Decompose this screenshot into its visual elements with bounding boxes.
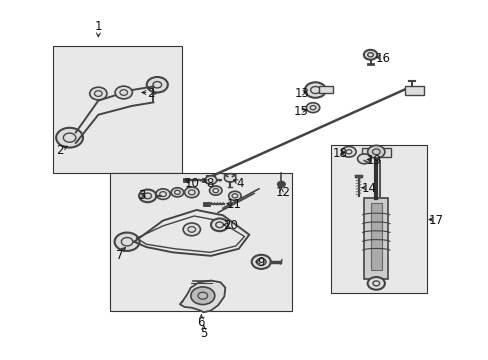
Text: 13: 13 <box>294 87 309 100</box>
Text: 11: 11 <box>226 198 241 211</box>
Circle shape <box>139 189 156 202</box>
Circle shape <box>363 50 376 60</box>
Text: 14: 14 <box>361 182 376 195</box>
Text: 6: 6 <box>197 316 204 329</box>
Text: 7: 7 <box>116 249 123 262</box>
Text: 12: 12 <box>275 186 290 199</box>
Bar <box>370 203 381 270</box>
Circle shape <box>224 174 235 182</box>
Circle shape <box>183 223 200 236</box>
Text: 20: 20 <box>222 219 237 232</box>
Circle shape <box>209 186 222 195</box>
Circle shape <box>89 87 107 100</box>
Text: 2: 2 <box>147 87 155 100</box>
Circle shape <box>277 181 285 187</box>
Text: 17: 17 <box>428 214 443 227</box>
Text: 2: 2 <box>56 144 63 157</box>
Circle shape <box>341 147 355 157</box>
Circle shape <box>114 233 139 251</box>
Text: 16: 16 <box>375 52 390 65</box>
Text: 9: 9 <box>257 256 264 269</box>
Circle shape <box>251 255 270 269</box>
Circle shape <box>210 219 228 231</box>
Circle shape <box>146 77 167 93</box>
Polygon shape <box>180 280 225 312</box>
Bar <box>53 46 182 173</box>
Circle shape <box>184 187 199 198</box>
Circle shape <box>357 154 370 164</box>
Circle shape <box>56 128 83 148</box>
Text: 8: 8 <box>206 177 213 190</box>
Bar <box>404 86 424 95</box>
Circle shape <box>367 145 384 158</box>
Circle shape <box>171 188 183 197</box>
Text: 1: 1 <box>94 20 102 33</box>
Text: 4: 4 <box>236 177 243 190</box>
Circle shape <box>156 189 170 199</box>
Circle shape <box>190 287 214 305</box>
Text: 5: 5 <box>200 327 207 340</box>
Bar <box>364 198 387 279</box>
Bar <box>110 173 292 311</box>
Circle shape <box>305 103 319 113</box>
Text: 10: 10 <box>184 177 199 190</box>
Circle shape <box>228 191 241 201</box>
Bar <box>318 86 332 93</box>
Circle shape <box>304 82 325 98</box>
Text: 15: 15 <box>293 105 308 118</box>
Text: 3: 3 <box>138 189 145 202</box>
Text: 18: 18 <box>332 147 347 160</box>
Circle shape <box>367 277 384 290</box>
Circle shape <box>115 86 132 99</box>
Circle shape <box>205 176 216 184</box>
Text: 19: 19 <box>366 154 381 167</box>
Bar <box>361 148 390 157</box>
Bar <box>330 145 426 293</box>
